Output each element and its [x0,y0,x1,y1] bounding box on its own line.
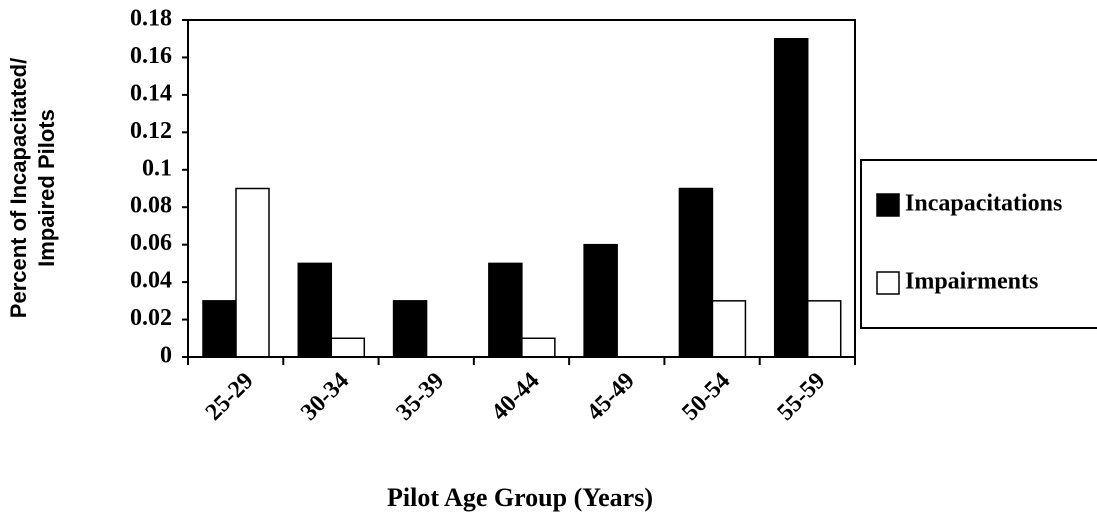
plot-frame [187,19,856,358]
y-tick-label: 0.04 [130,268,172,294]
bar [392,300,428,358]
y-tick-label: 0.12 [130,118,172,144]
y-tick-label: 0 [160,343,172,369]
y-axis-title-line: Impaired Pilots [34,109,59,267]
bar [773,37,809,358]
y-axis-title: Percent of Incapacitated/ Impaired Pilot… [6,58,59,318]
bar [488,262,523,358]
y-tick-label: 0.06 [130,230,172,256]
x-tick-label: 55-59 [773,368,831,426]
y-tick-label: 0.1 [142,155,172,181]
x-tick-label: 25-29 [201,368,259,426]
bar [678,187,714,358]
bar [235,187,270,358]
x-tick-label: 45-49 [582,368,640,426]
legend-box [860,159,1097,329]
y-tick-label: 0.18 [130,6,172,32]
bar [711,300,747,358]
y-tick-label: 0.08 [130,193,172,219]
x-axis-title: Pilot Age Group (Years) [387,483,653,512]
bar [297,262,333,358]
bar [806,300,842,358]
legend-swatch [876,193,900,217]
y-axis-title-line: Percent of Incapacitated/ [6,58,31,318]
y-tick-label: 0.02 [130,305,172,331]
x-tick-label: 50-54 [677,368,735,426]
bar [330,337,366,358]
bar [202,300,237,358]
legend: Incapacitations Impairments [860,159,1097,329]
x-tick-label: 30-34 [296,368,354,426]
x-tick-label: 40-44 [487,368,545,426]
legend-label: Incapacitations [905,191,1062,217]
y-tick-label: 0.14 [130,80,172,106]
legend-swatch [876,271,900,295]
x-tick-label: 35-39 [391,368,449,426]
legend-label: Impairments [905,269,1038,295]
bar [583,243,618,358]
y-tick-label: 0.16 [130,43,172,69]
bar [521,337,556,358]
